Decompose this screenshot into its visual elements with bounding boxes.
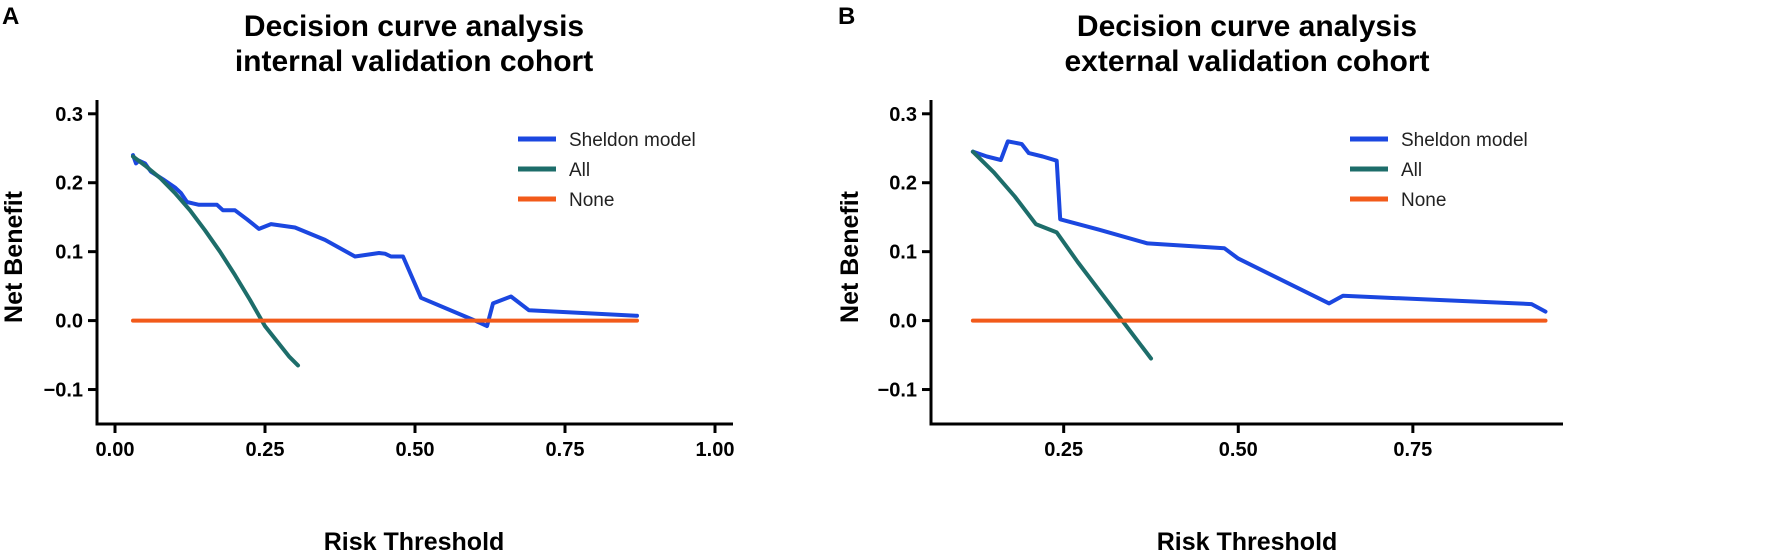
- legend: Sheldon model All None: [1350, 130, 1528, 211]
- panel-letter-a: A: [2, 3, 19, 30]
- panel-b: B Decision curve analysis external valid…: [836, 3, 1563, 556]
- panel-letter-b: B: [838, 3, 855, 30]
- chart-title-line-1: Decision curve analysis: [1077, 10, 1417, 43]
- legend-label: Sheldon model: [569, 130, 696, 151]
- series-line-sheldon-model: [131, 153, 639, 329]
- chart-title-line-2: external validation cohort: [1064, 45, 1429, 78]
- x-tick-label: 0.75: [546, 439, 585, 461]
- chart-title-line-2: internal validation cohort: [235, 45, 593, 78]
- legend-label: None: [1401, 190, 1446, 211]
- x-axis-label: Risk Threshold: [324, 528, 505, 556]
- y-axis-label: Net Benefit: [0, 190, 28, 323]
- y-tick-label: 0.3: [55, 104, 83, 126]
- panel-a: A Decision curve analysis internal valid…: [0, 3, 734, 556]
- y-tick-label: −0.1: [44, 380, 83, 402]
- legend-label: None: [569, 190, 614, 211]
- y-tick-label: 0.2: [55, 173, 83, 195]
- y-tick-label: 0.0: [889, 311, 917, 333]
- plot-area-a: −0.1 0.0 0.1 0.2 0.3 0.00 0.25 0.50 0.75 1.00 Shel…: [44, 100, 735, 461]
- series-line-all: [970, 149, 1153, 361]
- x-tick-label: 0.50: [1219, 439, 1258, 461]
- y-tick-label: 0.2: [889, 173, 917, 195]
- y-axis-label: Net Benefit: [836, 190, 864, 323]
- x-tick-label: 0.25: [1044, 439, 1083, 461]
- y-tick-label: −0.1: [878, 380, 917, 402]
- y-tick-label: 0.3: [889, 104, 917, 126]
- legend-label: All: [569, 160, 590, 181]
- legend: Sheldon model All None: [518, 130, 696, 211]
- x-tick-label: 0.25: [246, 439, 285, 461]
- x-axis-label: Risk Threshold: [1157, 528, 1338, 556]
- x-tick-label: 0.50: [396, 439, 435, 461]
- plot-area-b: −0.1 0.0 0.1 0.2 0.3 0.25 0.50 0.75 Sheldon mode…: [878, 100, 1563, 461]
- x-tick-label: 1.00: [696, 439, 735, 461]
- legend-label: Sheldon model: [1401, 130, 1528, 151]
- series-line-all: [131, 154, 300, 368]
- legend-label: All: [1401, 160, 1422, 181]
- chart-title-line-1: Decision curve analysis: [244, 10, 584, 43]
- series-line-sheldon-model: [970, 139, 1548, 314]
- x-tick-label: 0.00: [96, 439, 135, 461]
- x-tick-label: 0.75: [1393, 439, 1432, 461]
- y-tick-label: 0.0: [55, 311, 83, 333]
- y-tick-label: 0.1: [889, 242, 917, 264]
- y-tick-label: 0.1: [55, 242, 83, 264]
